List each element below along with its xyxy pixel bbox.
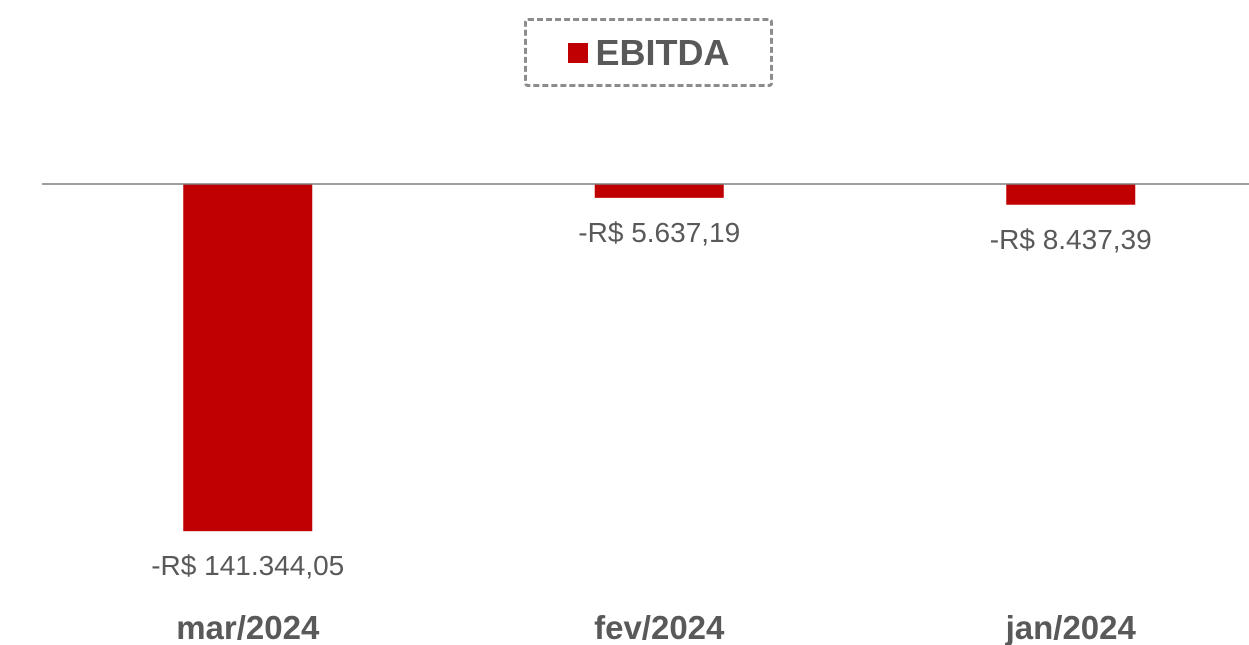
x-tick-label: fev/2024 [594, 609, 725, 645]
value-label: -R$ 8.437,39 [989, 223, 1152, 255]
legend-swatch [567, 42, 588, 63]
value-label: -R$ 141.344,05 [151, 550, 345, 582]
bar [183, 184, 313, 532]
bar [1006, 184, 1136, 205]
value-label: -R$ 5.637,19 [578, 216, 741, 248]
x-tick-label: mar/2024 [176, 609, 320, 645]
x-tick-label: jan/2024 [1005, 609, 1136, 645]
bar [594, 184, 724, 198]
legend: EBITDA [524, 18, 773, 87]
legend-label: EBITDA [595, 31, 730, 73]
